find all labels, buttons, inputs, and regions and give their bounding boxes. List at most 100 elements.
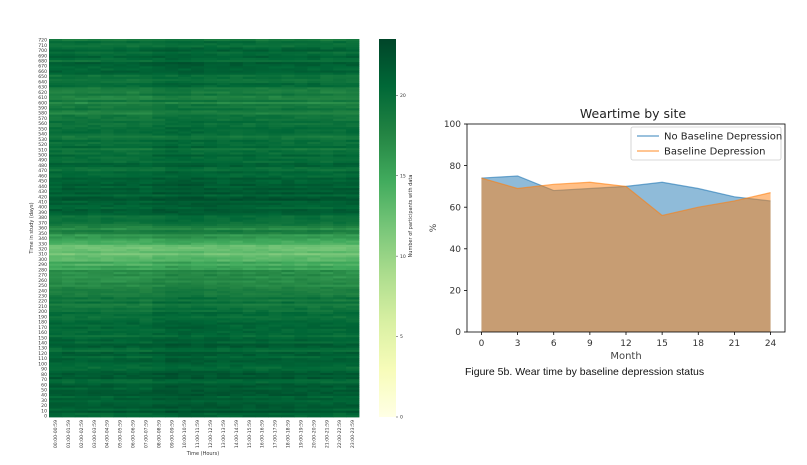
heatmap-cell (152, 288, 166, 292)
heatmap-cell (255, 291, 269, 294)
heatmap-cell (333, 204, 347, 208)
heatmap-cell (113, 177, 127, 181)
heatmap-cell (61, 53, 76, 57)
heatmap-cell (294, 123, 308, 126)
heatmap-cell (204, 387, 218, 391)
heatmap-cell (320, 265, 334, 269)
heatmap-cell (281, 257, 295, 260)
heatmap-cell (49, 95, 63, 99)
heatmap-cell (100, 400, 114, 403)
heatmap-cell (191, 106, 205, 109)
heatmap-y-tick-label: 80 (41, 372, 47, 378)
heatmap-cell (346, 139, 360, 143)
heatmap-cell (113, 377, 127, 380)
heatmap-cell (61, 238, 76, 241)
heatmap-cell (139, 370, 153, 374)
heatmap-cell (281, 398, 295, 401)
area-x-tick-label: 18 (693, 339, 705, 349)
heatmap-cell (268, 402, 282, 405)
heatmap-cell (307, 167, 321, 170)
heatmap-cell (113, 244, 127, 248)
heatmap-cell (87, 169, 102, 172)
heatmap-cell (191, 255, 205, 258)
heatmap-cell (87, 305, 102, 309)
heatmap-cell (152, 339, 166, 342)
heatmap-cell (49, 240, 63, 244)
heatmap-cell (152, 204, 166, 208)
heatmap-cell (87, 410, 102, 414)
heatmap-cell (87, 43, 102, 46)
heatmap-cell (281, 148, 295, 151)
heatmap-cell (61, 202, 76, 206)
heatmap-cell (74, 39, 89, 42)
heatmap-cell (126, 125, 140, 128)
heatmap-cell (281, 282, 295, 286)
heatmap-cell (294, 167, 308, 170)
heatmap-cell (191, 377, 205, 380)
heatmap-cell (165, 276, 179, 279)
heatmap-cell (333, 99, 347, 103)
heatmap-cell (74, 72, 89, 76)
heatmap-cell (74, 87, 89, 90)
heatmap-cell (333, 139, 347, 143)
heatmap-cell (126, 148, 140, 151)
heatmap-cell (100, 186, 114, 189)
heatmap-cell (281, 265, 295, 269)
heatmap-cell (229, 146, 244, 149)
heatmap-cell (113, 389, 127, 393)
heatmap-cell (255, 55, 269, 59)
heatmap-cell (216, 398, 231, 401)
heatmap-cell (152, 196, 166, 199)
heatmap-cell (87, 116, 102, 120)
heatmap-cell (294, 45, 308, 48)
heatmap-cell (87, 249, 102, 252)
heatmap-cell (74, 364, 89, 367)
heatmap-cell (320, 154, 334, 157)
heatmap-y-tick-label: 390 (38, 210, 47, 216)
heatmap-cell (152, 368, 166, 372)
heatmap-y-tick-label: 710 (38, 43, 47, 49)
heatmap-cell (229, 404, 244, 407)
heatmap-cell (178, 99, 192, 103)
heatmap-cell (346, 240, 360, 244)
heatmap-cell (307, 297, 321, 300)
heatmap-cell (165, 400, 179, 403)
heatmap-cell (139, 45, 153, 48)
heatmap-cell (87, 379, 102, 382)
heatmap-cell (178, 312, 192, 315)
heatmap-cell (294, 379, 308, 382)
heatmap-cell (113, 368, 127, 372)
heatmap-cell (294, 154, 308, 157)
heatmap-cell (229, 299, 244, 302)
heatmap-cell (320, 330, 334, 334)
heatmap-cell (100, 51, 114, 55)
heatmap-cell (216, 156, 231, 160)
heatmap-cell (307, 192, 321, 195)
heatmap-cell (61, 322, 76, 325)
heatmap-cell (333, 51, 347, 55)
heatmap-cell (333, 87, 347, 90)
heatmap-cell (346, 276, 360, 279)
heatmap-cell (152, 238, 166, 241)
heatmap-cell (74, 398, 89, 401)
heatmap-cell (61, 358, 76, 361)
heatmap-cell (255, 383, 269, 386)
heatmap-cell (346, 55, 360, 59)
heatmap-cell (307, 198, 321, 202)
heatmap-cell (49, 385, 63, 388)
heatmap-cell (74, 301, 89, 304)
heatmap-cell (49, 339, 63, 342)
heatmap-cell (204, 276, 218, 279)
heatmap-cell (281, 41, 295, 44)
heatmap-cell (152, 330, 166, 334)
heatmap-cell (139, 324, 153, 328)
heatmap-cell (113, 99, 127, 103)
heatmap-cell (268, 91, 282, 94)
heatmap-cell (204, 125, 218, 128)
heatmap-cell (333, 370, 347, 374)
heatmap-cell (346, 372, 360, 376)
heatmap-cell (100, 225, 114, 229)
heatmap-cell (255, 314, 269, 317)
heatmap-cell (320, 192, 334, 195)
heatmap-cell (178, 301, 192, 304)
